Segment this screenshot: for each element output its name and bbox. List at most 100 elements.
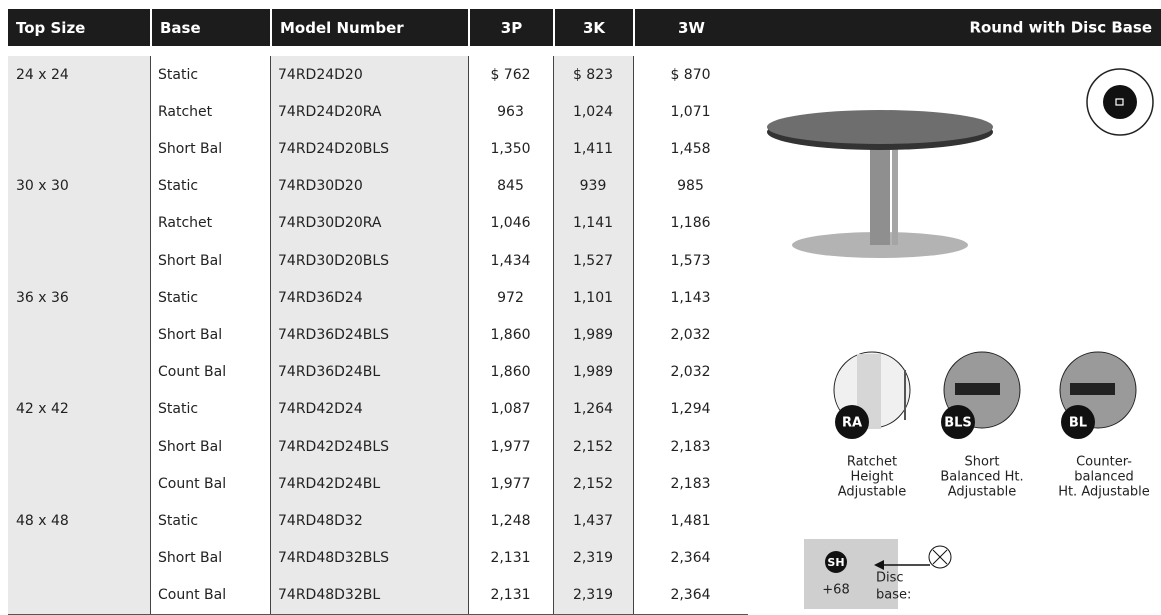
option-caption: Adjustable [838, 485, 906, 500]
option-caption: Adjustable [948, 485, 1016, 500]
option-icons [833, 351, 1137, 429]
table-cell: Static [150, 390, 270, 428]
table-cell: 74RD42D24BL [270, 465, 468, 503]
table-cell: 2,364 [633, 539, 748, 577]
disc-icon [1086, 68, 1154, 136]
table-cell: 985 [633, 167, 748, 205]
table-cell: 74RD30D20RA [270, 204, 468, 242]
table-cell: 1,248 [468, 502, 553, 540]
add-on-label: Disc [876, 571, 904, 586]
table-cell: 1,458 [633, 130, 748, 168]
table-cell: 1,024 [553, 93, 633, 131]
column-header: Model Number [270, 9, 468, 46]
table-cell: 1,860 [468, 316, 553, 354]
table-cell: 74RD42D24 [270, 390, 468, 428]
table-cell: 2,364 [633, 576, 748, 614]
table-cell: Count Bal [150, 465, 270, 503]
table-cell: Ratchet [150, 204, 270, 242]
column-rule [633, 56, 634, 614]
column-header: 3W [633, 9, 748, 46]
table-cell: 1,350 [468, 130, 553, 168]
table-cell: Static [150, 279, 270, 317]
table-cell: 1,977 [468, 428, 553, 466]
add-on-badge [825, 551, 847, 573]
group-bg [8, 390, 150, 503]
table-cell: Short Bal [150, 539, 270, 577]
top-size: 36 x 36 [16, 289, 69, 306]
table-cell: 963 [468, 93, 553, 131]
table-cell: 1,411 [553, 130, 633, 168]
table-cell: 74RD48D32 [270, 502, 468, 540]
table-cell: Static [150, 56, 270, 94]
column-rule [150, 56, 151, 614]
add-on-label: base: [876, 588, 911, 603]
table-cell: 1,087 [468, 390, 553, 428]
table-cell: 74RD36D24BL [270, 353, 468, 391]
table-cell: 74RD24D20 [270, 56, 468, 94]
column-header: 3P [468, 9, 553, 46]
option-badge [941, 405, 975, 439]
option-code: BLS [944, 416, 972, 431]
table-cell: $ 823 [553, 56, 633, 94]
table-cell: $ 762 [468, 56, 553, 94]
table-cell: 1,434 [468, 242, 553, 280]
option-caption: Counter- [1076, 455, 1132, 470]
table-cell: 2,319 [553, 576, 633, 614]
table-cell: 1,573 [633, 242, 748, 280]
table-cell: 74RD36D24 [270, 279, 468, 317]
table-cell: Short Bal [150, 130, 270, 168]
remove-icon [928, 545, 952, 569]
table-cell: 2,032 [633, 353, 748, 391]
group-bg [8, 167, 150, 280]
top-size: 24 x 24 [16, 66, 69, 83]
table-cell: 1,141 [553, 204, 633, 242]
table-cell: 74RD30D20 [270, 167, 468, 205]
table-illustration [767, 110, 993, 258]
top-size: 30 x 30 [16, 178, 69, 195]
table-cell: Static [150, 167, 270, 205]
table-cell: Ratchet [150, 93, 270, 131]
table-cell: 1,071 [633, 93, 748, 131]
group-bg [8, 56, 150, 168]
group-bg [8, 279, 150, 391]
table-cell: 74RD36D24BLS [270, 316, 468, 354]
table-cell: 2,152 [553, 428, 633, 466]
option-caption: balanced [1074, 470, 1133, 485]
column-rule [553, 56, 554, 614]
table-cell: 1,989 [553, 353, 633, 391]
table-cell: 74RD24D20RA [270, 93, 468, 131]
column-rule [270, 56, 271, 614]
table-cell: 1,294 [633, 390, 748, 428]
table-cell: Short Bal [150, 242, 270, 280]
table-cell: 2,131 [468, 576, 553, 614]
column-header: Top Size [16, 18, 86, 37]
table-cell: 845 [468, 167, 553, 205]
option-code: BL [1069, 416, 1087, 431]
table-cell: Count Bal [150, 353, 270, 391]
table-cell: 1,264 [553, 390, 633, 428]
table-cell: 972 [468, 279, 553, 317]
table-cell: 1,527 [553, 242, 633, 280]
table-cell: 1,989 [553, 316, 633, 354]
table-cell: 2,319 [553, 539, 633, 577]
table-cell: Static [150, 502, 270, 540]
table-cell: 2,183 [633, 428, 748, 466]
table-cell: 74RD24D20BLS [270, 130, 468, 168]
option-caption: Ht. Adjustable [1058, 485, 1150, 500]
option-caption: Short [965, 455, 1000, 470]
option-caption: Ratchet [847, 455, 897, 470]
top-size: 42 x 42 [16, 401, 69, 418]
panel-title: Round with Disc Base [969, 19, 1152, 37]
table-cell: 2,183 [633, 465, 748, 503]
table-cell: 1,860 [468, 353, 553, 391]
table-cell: 1,101 [553, 279, 633, 317]
option-caption: Balanced Ht. [940, 470, 1023, 485]
table-cell: 74RD30D20BLS [270, 242, 468, 280]
column-header: 3K [553, 9, 633, 46]
option-caption: Height [851, 470, 894, 485]
add-on-code: SH [827, 556, 844, 569]
option-badge [1061, 405, 1095, 439]
add-on-price: +68 [822, 583, 849, 598]
column-header: Base [150, 9, 270, 46]
